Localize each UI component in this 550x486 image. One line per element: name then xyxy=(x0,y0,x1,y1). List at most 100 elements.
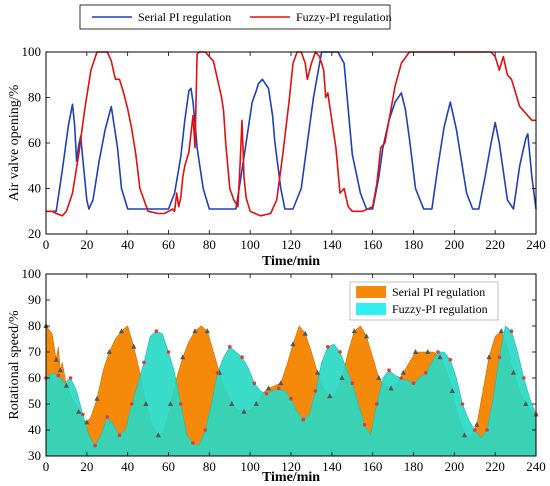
bottom-serial-marker xyxy=(57,367,63,373)
bottom-serial-marker xyxy=(63,382,69,388)
bottom-legend-swatch-fuzzy xyxy=(356,303,386,315)
bottom-x-tick-label: 100 xyxy=(240,459,260,474)
bottom-x-tick-label: 220 xyxy=(485,459,505,474)
bottom-y-tick-label: 70 xyxy=(28,344,41,359)
bottom-serial-marker xyxy=(155,432,161,438)
bottom-x-tick-label: 240 xyxy=(526,459,546,474)
bottom-serial-marker xyxy=(167,401,174,406)
bottom-serial-marker xyxy=(425,349,431,354)
bottom-fuzzy-marker xyxy=(448,358,453,362)
bottom-fuzzy-marker xyxy=(264,391,269,396)
bottom-serial-marker xyxy=(449,388,455,393)
top-x-tick-label: 200 xyxy=(445,237,465,252)
bottom-serial-marker xyxy=(302,330,308,336)
bottom-x-axis-label: Time/min xyxy=(262,470,320,485)
bottom-serial-marker xyxy=(363,333,370,339)
bottom-fuzzy-marker xyxy=(105,415,110,419)
bottom-serial-marker xyxy=(76,408,82,414)
bottom-series-fuzzy-area xyxy=(45,325,537,457)
bottom-fuzzy-marker xyxy=(338,350,342,354)
bottom-serial-marker xyxy=(412,349,419,354)
top-x-tick-label: 240 xyxy=(526,237,546,252)
bottom-fuzzy-marker xyxy=(154,329,159,334)
bottom-serial-marker xyxy=(118,328,125,334)
top-chart: Serial PI regulation Fuzzy-PI regulation… xyxy=(7,4,546,269)
bottom-legend-label-fuzzy: Fuzzy-PI regulation xyxy=(392,302,488,316)
bottom-x-tick-label: 180 xyxy=(404,459,424,474)
bottom-fuzzy-marker xyxy=(460,402,465,406)
bottom-fuzzy-marker xyxy=(117,433,122,438)
bottom-fuzzy-marker xyxy=(289,397,293,401)
bottom-fuzzy-marker xyxy=(411,381,416,386)
bottom-serial-marker xyxy=(204,328,210,334)
top-x-tick-label: 100 xyxy=(240,237,260,252)
top-y-tick-label: 20 xyxy=(28,226,41,241)
bottom-y-tick-label: 60 xyxy=(28,370,41,385)
bottom-chart: Serial PI regulation Fuzzy-PI regulation… xyxy=(7,266,546,485)
bottom-y-tick-label: 90 xyxy=(28,292,41,307)
bottom-fuzzy-marker xyxy=(68,376,73,380)
bottom-fuzzy-marker xyxy=(485,428,489,432)
bottom-serial-marker xyxy=(437,354,443,360)
bottom-serial-marker xyxy=(94,395,100,401)
bottom-serial-marker xyxy=(84,419,90,425)
top-y-tick-label: 60 xyxy=(28,135,41,150)
bottom-serial-marker xyxy=(376,375,382,380)
bottom-serial-marker xyxy=(253,401,259,406)
top-legend-label-fuzzy: Fuzzy-PI regulation xyxy=(296,10,392,24)
bottom-fuzzy-marker xyxy=(240,355,244,360)
bottom-fuzzy-marker xyxy=(203,428,208,432)
bottom-serial-marker xyxy=(106,349,112,354)
bottom-fuzzy-marker xyxy=(142,360,146,365)
top-x-tick-label: 40 xyxy=(121,237,134,252)
bottom-fuzzy-marker xyxy=(252,381,257,386)
bottom-serial-marker xyxy=(523,401,529,406)
bottom-serial-marker xyxy=(53,356,59,362)
bottom-x-tick-label: 140 xyxy=(322,459,342,474)
top-legend-label-serial: Serial PI regulation xyxy=(138,10,231,24)
bottom-x-tick-label: 80 xyxy=(203,459,216,474)
bottom-fuzzy-marker xyxy=(56,373,61,378)
top-x-tick-label: 160 xyxy=(363,237,383,252)
bottom-x-tick-label: 60 xyxy=(162,459,175,474)
top-y-tick-label: 80 xyxy=(28,90,41,105)
bottom-serial-marker xyxy=(400,369,406,375)
bottom-fuzzy-marker xyxy=(215,371,220,375)
bottom-x-tick-label: 40 xyxy=(121,459,134,474)
top-x-tick-label: 0 xyxy=(43,237,50,252)
top-x-tick-label: 80 xyxy=(203,237,216,252)
bottom-x-tick-label: 120 xyxy=(281,459,301,474)
bottom-fuzzy-marker xyxy=(179,402,183,406)
bottom-fuzzy-marker xyxy=(387,368,391,373)
bottom-fuzzy-marker xyxy=(81,412,85,417)
bottom-fuzzy-marker xyxy=(424,371,428,375)
bottom-y-axis-label: Rotational speed/% xyxy=(7,310,22,420)
top-x-tick-label: 60 xyxy=(162,237,175,252)
bottom-fuzzy-marker xyxy=(166,350,171,354)
bottom-serial-marker xyxy=(327,393,333,399)
top-series-serial-line xyxy=(46,51,537,213)
bottom-y-tick-label: 30 xyxy=(28,448,41,463)
top-x-tick-label: 140 xyxy=(322,237,342,252)
bottom-fuzzy-marker xyxy=(326,345,330,349)
bottom-serial-marker xyxy=(388,385,394,391)
top-y-tick-label: 100 xyxy=(22,44,42,59)
bottom-fuzzy-marker xyxy=(375,402,379,406)
bottom-y-tick-label: 40 xyxy=(28,422,41,437)
bottom-serial-marker xyxy=(486,354,492,360)
bottom-serial-marker xyxy=(510,369,517,375)
bottom-serial-marker xyxy=(192,328,198,334)
top-x-tick-label: 20 xyxy=(80,237,93,252)
top-x-tick-label: 120 xyxy=(281,237,301,252)
bottom-serial-marker xyxy=(143,401,149,406)
bottom-fuzzy-marker xyxy=(93,443,97,448)
bottom-fuzzy-marker xyxy=(228,345,232,349)
bottom-serial-marker xyxy=(339,375,345,380)
bottom-x-tick-label: 200 xyxy=(445,459,465,474)
top-x-tick-label: 220 xyxy=(485,237,505,252)
bottom-fuzzy-marker xyxy=(522,376,526,380)
bottom-fuzzy-marker xyxy=(509,329,514,334)
bottom-serial-marker xyxy=(474,421,480,427)
bottom-serial-marker xyxy=(314,369,321,375)
